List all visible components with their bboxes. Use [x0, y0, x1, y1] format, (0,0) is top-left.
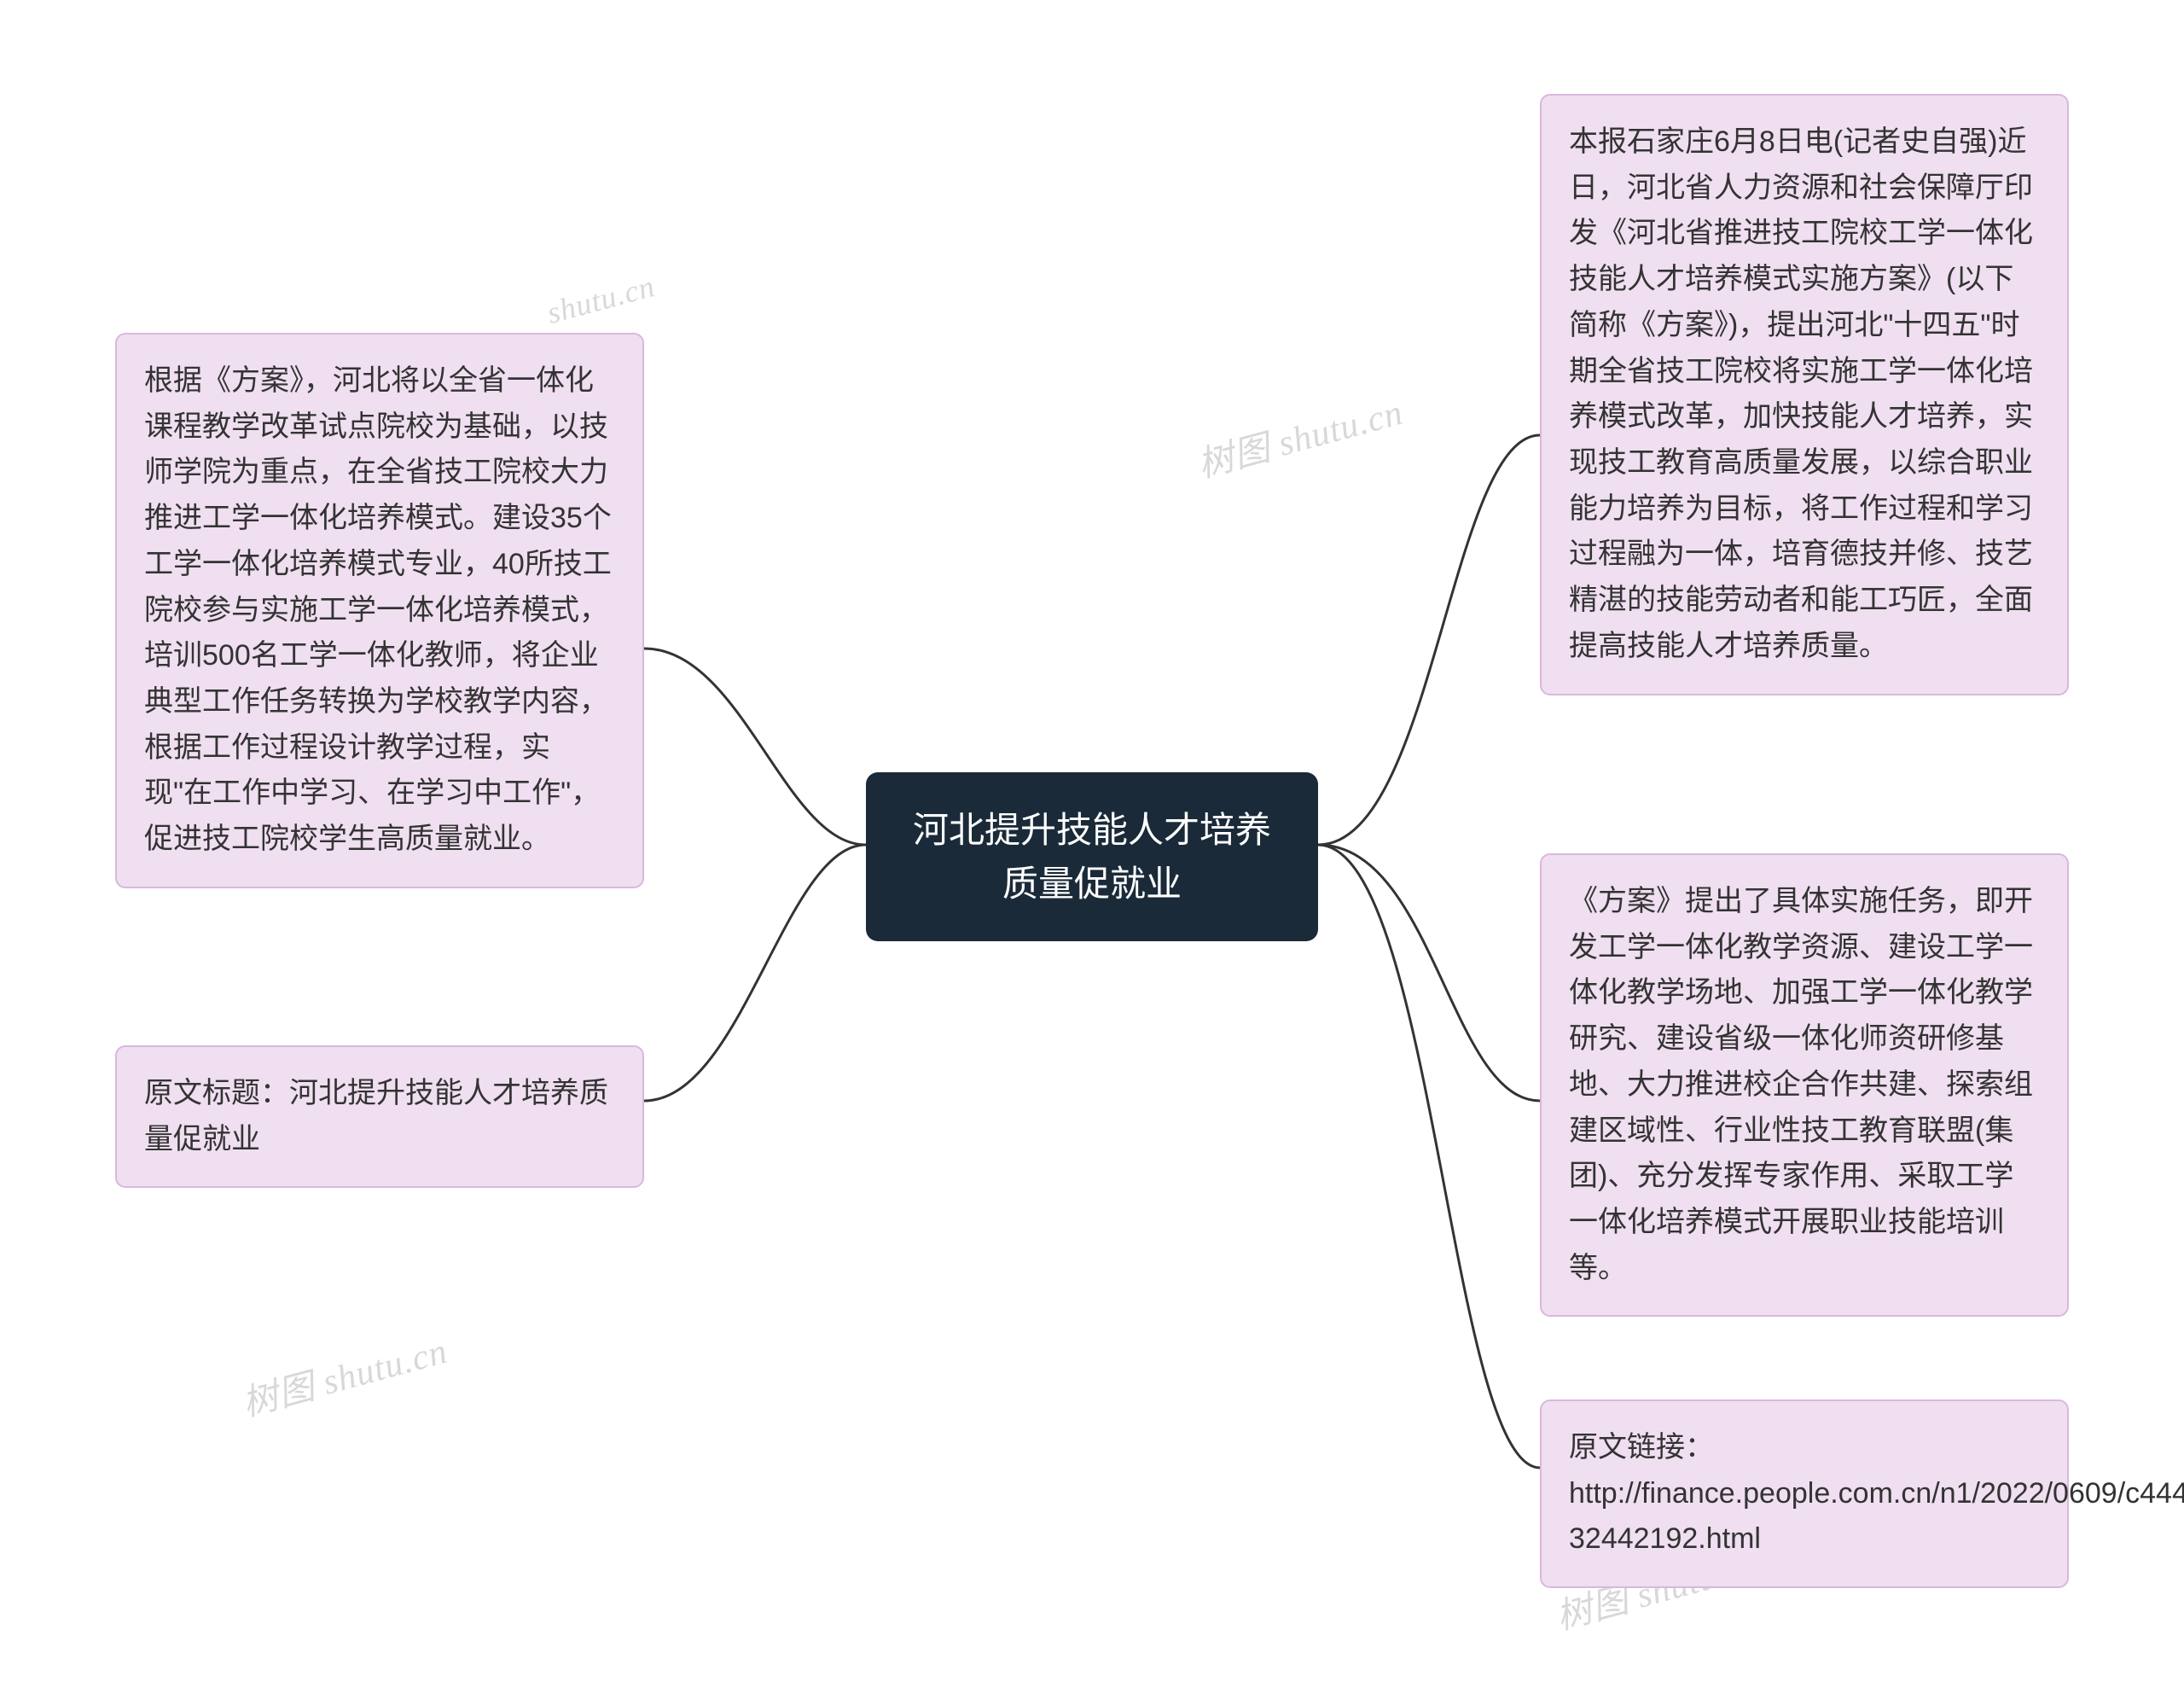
leaf-right-3: 原文链接：http://finance.people.com.cn/n1/202…: [1540, 1399, 2069, 1588]
leaf-left-1: 根据《方案》，河北将以全省一体化课程教学改革试点院校为基础，以技师学院为重点，在…: [115, 333, 644, 888]
leaf-right-2: 《方案》提出了具体实施任务，即开发工学一体化教学资源、建设工学一体化教学场地、加…: [1540, 853, 2069, 1317]
center-node: 河北提升技能人才培养质量促就业: [866, 772, 1318, 941]
leaf-left-2: 原文标题：河北提升技能人才培养质量促就业: [115, 1045, 644, 1188]
leaf-right-1: 本报石家庄6月8日电(记者史自强)近日，河北省人力资源和社会保障厅印发《河北省推…: [1540, 94, 2069, 695]
